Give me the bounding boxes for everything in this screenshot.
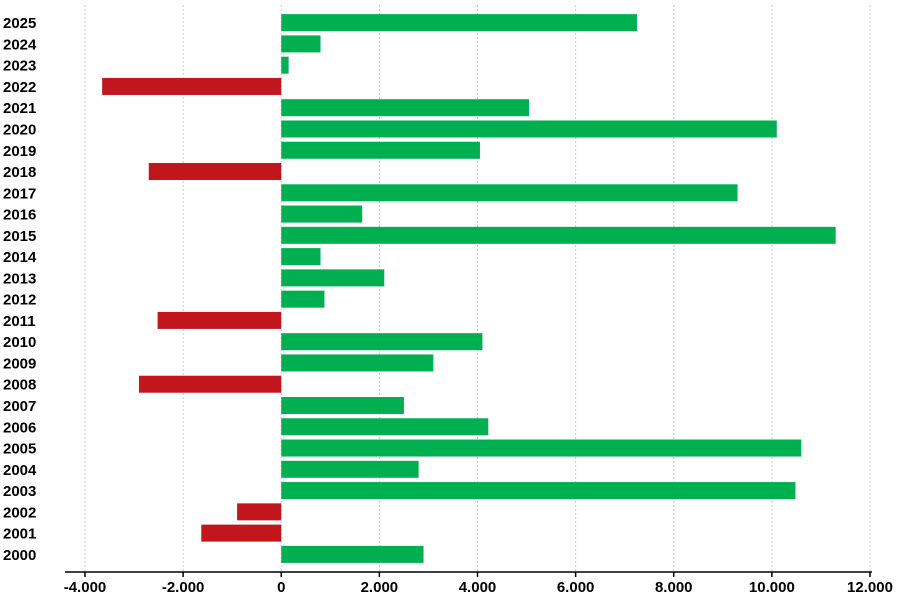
bar-2016 xyxy=(281,205,363,223)
category-label: 2002 xyxy=(3,504,36,521)
category-label: 2007 xyxy=(3,398,36,415)
bar-2006 xyxy=(281,418,489,436)
bar-2014 xyxy=(281,248,321,266)
category-label: 2017 xyxy=(3,185,36,202)
category-label: 2024 xyxy=(3,36,37,53)
category-label: 2016 xyxy=(3,207,36,224)
x-tick-label: 12.000 xyxy=(847,579,893,596)
bar-2007 xyxy=(281,396,404,414)
category-label: 2010 xyxy=(3,334,36,351)
category-label: 2014 xyxy=(3,249,37,266)
category-label: 2015 xyxy=(3,228,36,245)
category-label: 2019 xyxy=(3,143,36,160)
bar-2015 xyxy=(281,226,836,244)
bar-2021 xyxy=(281,99,530,117)
category-label: 2008 xyxy=(3,377,36,394)
bar-2009 xyxy=(281,354,434,372)
bar-2024 xyxy=(281,35,321,53)
bars xyxy=(102,14,836,563)
x-tick-label: 8.000 xyxy=(655,579,693,596)
x-tick-label: 4.000 xyxy=(459,579,497,596)
bar-2017 xyxy=(281,184,738,202)
bar-2001 xyxy=(201,524,282,542)
x-tick-label: 2.000 xyxy=(361,579,399,596)
x-tick-label: -4.000 xyxy=(64,579,107,596)
x-axis: -4.000 -2.000 0 2.000 4.000 6.000 8.000 10.000 1… xyxy=(64,571,893,596)
x-tick-label: 10.000 xyxy=(749,579,795,596)
category-label: 2023 xyxy=(3,58,36,75)
bar-2023 xyxy=(281,56,289,74)
bar-2013 xyxy=(281,269,385,287)
x-tick-label: 0 xyxy=(277,579,285,596)
bar-2003 xyxy=(281,482,796,500)
category-label: 2020 xyxy=(3,121,36,138)
category-label: 2012 xyxy=(3,292,36,309)
bar-2025 xyxy=(281,14,637,32)
bar-2008 xyxy=(138,375,282,393)
category-labels: 2025 2024 2023 2022 2021 2020 2019 2018 2017 2016… xyxy=(3,15,37,564)
category-label: 2021 xyxy=(3,100,36,117)
category-label: 2013 xyxy=(3,270,36,287)
bar-2011 xyxy=(157,311,282,329)
category-label: 2011 xyxy=(3,313,36,330)
bar-2010 xyxy=(281,333,483,351)
category-label: 2022 xyxy=(3,79,36,96)
category-label: 2018 xyxy=(3,164,36,181)
bar-2018 xyxy=(148,163,282,181)
bar-2022 xyxy=(102,77,282,95)
bar-2012 xyxy=(281,290,325,308)
category-label: 2003 xyxy=(3,483,36,500)
category-label: 2025 xyxy=(3,15,36,32)
category-label: 2000 xyxy=(3,547,36,564)
category-label: 2001 xyxy=(3,526,36,543)
category-label: 2009 xyxy=(3,355,36,372)
category-label: 2004 xyxy=(3,462,37,479)
x-tick-label: 6.000 xyxy=(557,579,595,596)
bar-2020 xyxy=(281,120,777,138)
category-label: 2005 xyxy=(3,441,36,458)
x-tick-label: -2.000 xyxy=(162,579,205,596)
bar-2000 xyxy=(281,545,424,563)
bar-2019 xyxy=(281,141,480,159)
bar-2002 xyxy=(237,503,282,521)
bar-2004 xyxy=(281,460,419,478)
category-label: 2006 xyxy=(3,419,36,436)
bar-2005 xyxy=(281,439,802,457)
